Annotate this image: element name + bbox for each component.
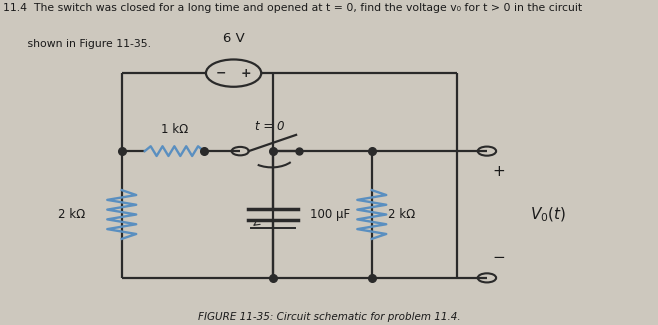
- Text: FIGURE 11-35: Circuit schematic for problem 11.4.: FIGURE 11-35: Circuit schematic for prob…: [197, 312, 461, 322]
- Text: 100 μF: 100 μF: [310, 208, 350, 221]
- Text: 11.4  The switch was closed for a long time and opened at t = 0, find the voltag: 11.4 The switch was closed for a long ti…: [3, 3, 582, 13]
- Text: $V_0(t)$: $V_0(t)$: [530, 205, 566, 224]
- Text: −: −: [492, 250, 505, 265]
- Text: shown in Figure 11-35.: shown in Figure 11-35.: [3, 39, 151, 49]
- Text: 2 kΩ: 2 kΩ: [59, 208, 86, 221]
- Text: 1 kΩ: 1 kΩ: [161, 124, 188, 136]
- Text: 6 V: 6 V: [222, 32, 245, 45]
- Text: −: −: [216, 67, 226, 80]
- Text: +: +: [492, 164, 505, 179]
- Text: +: +: [241, 67, 251, 80]
- Text: 2 kΩ: 2 kΩ: [388, 208, 415, 221]
- Text: t = 0: t = 0: [255, 120, 284, 133]
